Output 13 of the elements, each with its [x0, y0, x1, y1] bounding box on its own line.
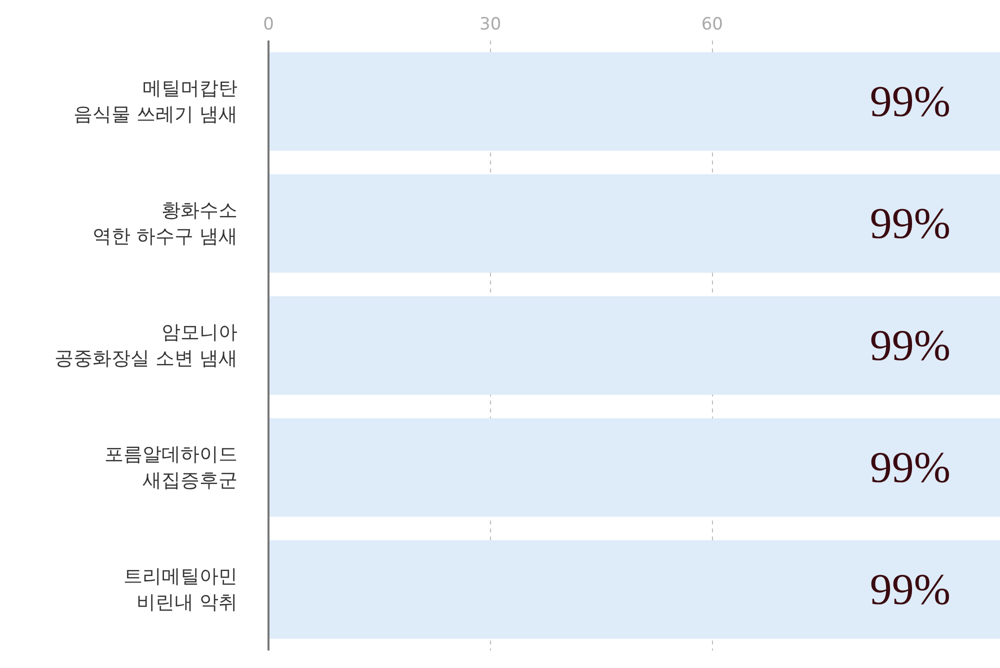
data-label: 99%	[870, 565, 951, 614]
y-tick-label: 포름알데하이드 새집증후군	[104, 443, 238, 492]
x-tick-label: 60	[701, 14, 723, 34]
y-tick-label: 암모니아 공중화장실 소변 냄새	[54, 321, 238, 370]
data-label: 99%	[870, 199, 951, 248]
y-tick-label: 메틸머캅탄 음식물 쓰레기 냄새	[73, 77, 238, 126]
y-tick-label: 황화수소 역한 하수구 냄새	[92, 199, 238, 248]
data-label: 99%	[870, 443, 951, 492]
x-tick-label: 0	[263, 14, 274, 34]
x-tick-label: 30	[480, 14, 502, 34]
data-label: 99%	[870, 77, 951, 126]
data-label: 99%	[870, 321, 951, 370]
y-tick-label: 트리메틸아민 비린내 악취	[124, 565, 238, 614]
